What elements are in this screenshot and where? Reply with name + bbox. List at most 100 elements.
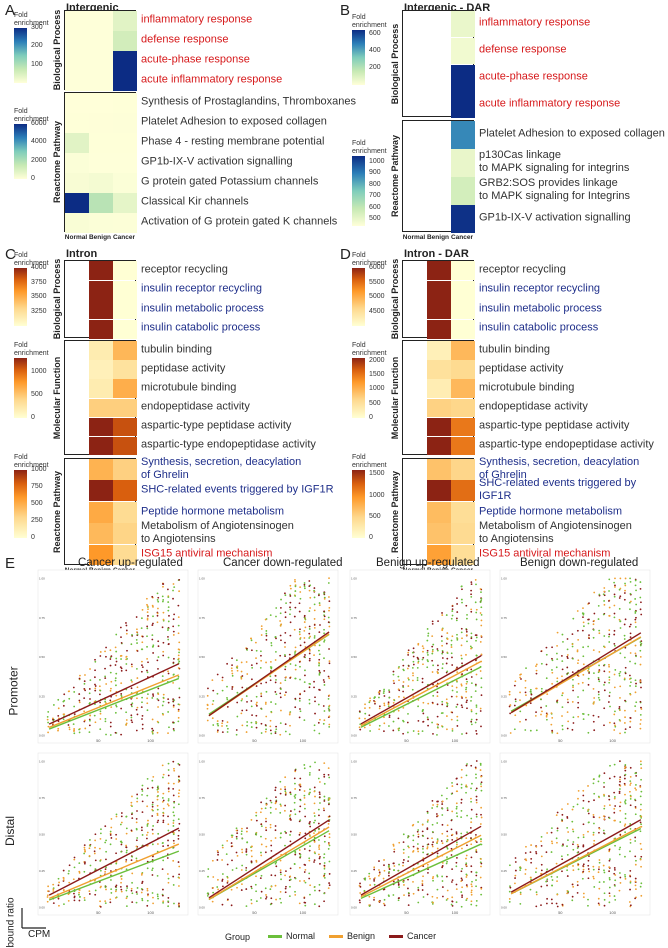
data-point [388,714,391,717]
data-point [436,803,439,806]
data-point [624,589,626,592]
data-point [369,724,371,727]
data-point [525,667,527,670]
data-point [446,856,448,859]
data-point [406,721,409,724]
data-point [279,890,282,893]
data-point [614,710,616,713]
data-point [634,855,637,858]
data-point [470,723,473,726]
data-point [383,730,385,733]
data-point [475,760,478,762]
data-point [52,718,54,721]
term-label: Peptide hormone metabolism [479,505,623,517]
heatmap-cell [113,113,137,133]
data-point [587,830,589,833]
data-point [480,840,482,843]
data-point [269,903,272,906]
data-point [446,652,449,655]
data-point [634,685,637,688]
data-point [303,582,306,584]
data-point [618,790,621,793]
legend-title: Fold enrichment [352,454,387,469]
data-point [289,867,292,870]
data-point [450,617,453,620]
data-point [436,715,439,718]
data-point [556,732,559,735]
colorbar-tick: 3250 [31,307,47,315]
data-point [250,849,253,852]
data-point [479,762,482,765]
data-point [446,638,449,640]
data-point [269,725,272,728]
data-point [279,620,282,622]
data-point [260,695,263,698]
data-point [131,721,134,724]
colorbar-tick: 500 [369,512,381,520]
data-point [313,618,316,620]
data-point [135,845,138,848]
legend-title: Fold enrichment [14,454,49,469]
data-point [465,857,467,860]
data-point [466,897,469,900]
colorbar-tick: 500 [31,500,43,507]
data-point [240,661,243,664]
data-point [245,850,248,852]
data-point [298,810,301,813]
data-point [624,766,627,768]
data-point [167,790,170,793]
data-point [387,702,390,705]
data-point [109,649,112,652]
data-point [392,894,395,896]
data-point [598,827,601,830]
data-point [136,642,138,644]
data-point [629,775,632,778]
data-point [115,694,118,697]
heatmap-cell [89,341,113,360]
colorbar-tick: 1000 [369,385,385,393]
data-point [167,787,170,790]
data-point [241,837,244,840]
data-point [451,608,454,611]
data-point [475,874,478,877]
data-point [167,900,170,903]
data-point [456,603,458,605]
data-point [455,706,458,708]
data-point [540,840,543,843]
data-point [613,868,616,871]
data-point [328,677,331,680]
data-point [172,787,175,790]
data-point [378,873,381,875]
data-point [456,671,459,674]
data-point [109,664,112,667]
data-point [618,784,621,786]
data-point [146,669,148,672]
data-point [146,834,148,836]
data-point [582,616,584,619]
data-point [147,661,149,664]
data-point [603,781,605,784]
heatmap-cell [89,153,113,173]
data-point [540,885,543,888]
data-point [63,693,66,696]
data-point [450,903,453,906]
data-point [513,684,516,687]
data-point [639,858,642,861]
data-point [131,705,133,708]
data-point [545,851,548,854]
data-point [587,618,590,621]
data-point [141,635,144,638]
data-point [378,705,381,708]
data-point [475,583,477,586]
term-label: microtubule binding [479,381,575,394]
data-point [474,601,477,604]
data-point [436,852,439,855]
data-point [167,782,170,785]
y-tick-label: 0.00 [199,906,205,910]
data-point [603,772,606,775]
data-point [178,763,181,766]
data-point [231,688,234,690]
data-point [436,800,439,803]
data-point [105,733,107,736]
data-point [603,818,606,820]
